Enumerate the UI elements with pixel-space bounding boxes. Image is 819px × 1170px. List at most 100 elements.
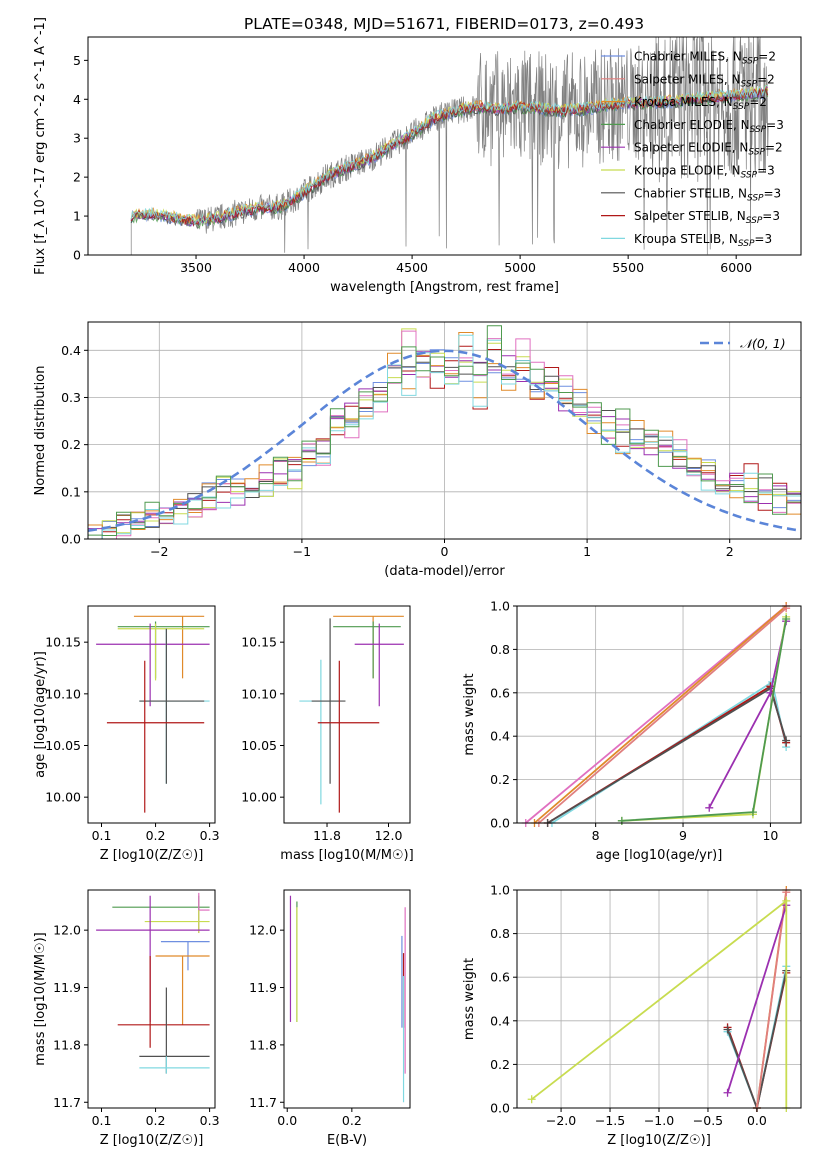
y-tick-label: 5 [73, 53, 81, 68]
y-tick-label: 10.15 [241, 635, 277, 650]
y-axis-label: mass [log10(M/M☉)] [33, 932, 48, 1065]
legend-entry: Kroupa ELODIE, NSSP=3 [634, 164, 775, 181]
figure-title: PLATE=0348, MJD=51671, FIBERID=0173, z=0… [244, 15, 644, 33]
x-axis-label: mass [log10(M/M☉)] [280, 848, 413, 863]
x-tick-label: 1 [583, 544, 591, 559]
y-tick-label: 0.4 [490, 1013, 510, 1028]
axes-frame [87, 36, 802, 256]
x-tick-label: 4000 [288, 260, 320, 275]
y-tick-label: 0.2 [490, 1057, 510, 1072]
y-tick-label: 12.0 [53, 923, 81, 938]
y-tick-label: 11.8 [53, 1037, 81, 1052]
normal-curve [87, 349, 802, 532]
y-tick-label: 0.4 [490, 729, 510, 744]
y-tick-label: 0.0 [490, 816, 510, 831]
y-tick-label: 0.1 [61, 484, 81, 499]
y-axis-label: mass weight [462, 673, 477, 755]
axes-frame [87, 605, 216, 824]
y-tick-label: 12.0 [249, 923, 277, 938]
x-axis-label: wavelength [Angstrom, rest frame] [330, 280, 559, 295]
y-tick-label: 1 [73, 209, 81, 224]
y-tick-label: 10.05 [45, 738, 81, 753]
age-vs-Z-panel: 0.1 0.2 0.3 10.00 10.05 10.10 10.15 Z [log10(Z/… [33, 605, 220, 863]
x-tick-label: 2 [726, 544, 734, 559]
histogram-step [88, 328, 801, 540]
x-tick-label: 0.1 [92, 828, 112, 843]
legend-entry: Salpeter STELIB, NSSP=3 [634, 209, 780, 226]
y-tick-label: 11.7 [53, 1095, 81, 1110]
y-tick-label: 1.0 [490, 883, 510, 898]
x-tick-label: 5000 [504, 260, 536, 275]
axes-frame [516, 605, 802, 824]
mass-weight-marker [527, 1095, 536, 1104]
x-tick-label: 0.0 [277, 1113, 297, 1128]
x-tick-label: −2.0 [546, 1113, 576, 1128]
y-tick-label: 3 [73, 131, 81, 146]
y-tick-label: 0.0 [61, 532, 81, 547]
mass-weight-line [538, 607, 787, 824]
mass-vs-ebv-panel: 0.0 0.2 11.7 11.8 11.9 12.0 E(B-V) [249, 889, 411, 1148]
x-tick-label: 5500 [612, 260, 644, 275]
x-tick-label: −1.0 [644, 1113, 674, 1128]
x-axis-label: (data-model)/error [384, 564, 505, 579]
x-tick-label: 0.2 [342, 1113, 362, 1128]
x-axis-label: age [log10(age/yr)] [596, 848, 723, 863]
y-tick-label: 4 [73, 92, 81, 107]
x-tick-label: 0.3 [200, 1113, 220, 1128]
spectrum-panel: 3500 4000 4500 5000 5500 6000 0 1 2 3 4 5 wavelength… [33, 17, 802, 295]
histogram-step [88, 325, 801, 536]
y-axis-label: Flux [f_λ 10^-17 erg cm^-2 s^-1 A^-1] [33, 17, 48, 275]
histogram-step [88, 334, 801, 540]
y-tick-label: 10.15 [45, 635, 81, 650]
mass-weight-line [621, 616, 787, 822]
y-tick-label: 10.05 [241, 738, 277, 753]
x-tick-label: −2 [150, 544, 168, 559]
y-tick-label: 0.2 [490, 772, 510, 787]
errorbars [96, 615, 210, 813]
y-tick-label: 2 [73, 170, 81, 185]
mass-weight-marker [723, 1025, 732, 1034]
legend-entry: 𝒩(0, 1) [740, 336, 786, 351]
y-tick-label: 11.9 [53, 980, 81, 995]
axes-frame [87, 889, 216, 1109]
legend-entry: Kroupa MILES, NSSP=2 [634, 95, 767, 112]
y-tick-label: 0.3 [61, 390, 81, 405]
x-axis-label: Z [log10(Z/Z☉)] [100, 848, 204, 863]
y-tick-label: 0.0 [490, 1101, 510, 1116]
y-tick-label: 0.8 [490, 642, 510, 657]
legend-entry: Chabrier ELODIE, NSSP=3 [634, 118, 784, 135]
axes-frame [283, 889, 411, 1109]
y-tick-label: 11.8 [249, 1037, 277, 1052]
legend-entry: Chabrier STELIB, NSSP=3 [634, 186, 781, 203]
y-tick-label: 11.9 [249, 980, 277, 995]
mass-weight-marker [705, 803, 714, 812]
panels-group: 3500 4000 4500 5000 5500 6000 0 1 2 3 4 5 wavelength… [33, 17, 802, 1148]
mass-weight-line [756, 892, 788, 1109]
histogram-panel: −2 −1 0 1 2 0.0 0.1 0.2 0.3 0.4 (data-model)/error… [33, 321, 802, 579]
x-tick-label: 0.2 [146, 828, 166, 843]
x-tick-label: 11.8 [313, 828, 341, 843]
y-tick-label: 10.00 [45, 790, 81, 805]
x-tick-label: 0.3 [200, 828, 220, 843]
x-tick-label: 6000 [720, 260, 752, 275]
model-line-kroupa_stelib [130, 84, 768, 226]
y-tick-label: 0.6 [490, 685, 510, 700]
legend-entry: Salpeter ELODIE, NSSP=2 [634, 141, 783, 158]
y-tick-label: 1.0 [490, 599, 510, 614]
errorbars [96, 892, 210, 1074]
legend-entry: Salpeter MILES, NSSP=2 [634, 72, 775, 89]
x-tick-label: −0.5 [693, 1113, 723, 1128]
mass-weight-vs-Z-panel: −2.0 −1.5 −1.0 −0.5 0.0 0.0 0.2 0.4 0.6 0.8 1.0 Z [… [462, 883, 802, 1148]
mass-weight-marker [782, 736, 791, 745]
y-tick-label: 0.4 [61, 343, 81, 358]
mass-vs-Z-panel: 0.1 0.2 0.3 11.7 11.8 11.9 12.0 Z [log10(Z/Z☉)]… [33, 889, 220, 1148]
y-axis-label: mass weight [462, 958, 477, 1040]
mass-weight-marker [723, 1088, 732, 1097]
x-tick-label: 0 [441, 544, 449, 559]
y-tick-label: 11.7 [249, 1095, 277, 1110]
x-tick-label: 0.0 [747, 1113, 767, 1128]
mass-weight-marker [782, 615, 791, 624]
x-tick-label: 0.1 [92, 1113, 112, 1128]
y-tick-label: 0.8 [490, 926, 510, 941]
